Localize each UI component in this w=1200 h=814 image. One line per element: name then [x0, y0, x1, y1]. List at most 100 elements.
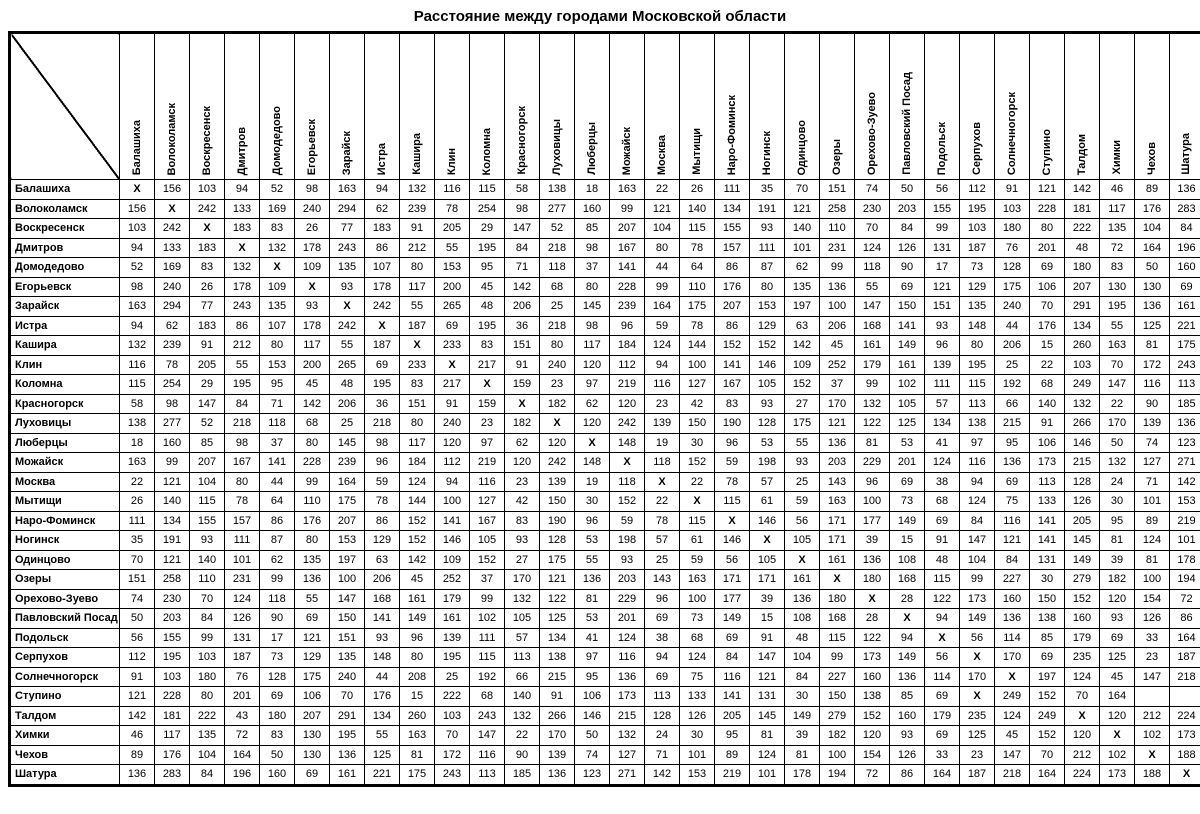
- row-header: Солнечногорск: [10, 667, 120, 687]
- table-cell: 152: [400, 511, 435, 531]
- table-cell: 182: [820, 726, 855, 746]
- table-cell: 94: [435, 472, 470, 492]
- table-cell: 33: [925, 745, 960, 765]
- table-cell: 170: [540, 726, 575, 746]
- table-cell: 69: [435, 316, 470, 336]
- table-cell: 52: [190, 414, 225, 434]
- row-header: Волоколамск: [10, 199, 120, 219]
- table-cell: 130: [1100, 277, 1135, 297]
- table-cell: 242: [610, 414, 645, 434]
- table-cell: 81: [855, 433, 890, 453]
- table-cell: 94: [645, 648, 680, 668]
- table-cell: 219: [610, 375, 645, 395]
- table-cell: 182: [505, 414, 540, 434]
- table-cell: 41: [575, 628, 610, 648]
- table-cell: 135: [960, 297, 995, 317]
- table-cell: 83: [400, 375, 435, 395]
- table-cell: 29: [190, 375, 225, 395]
- table-cell: 62: [785, 258, 820, 278]
- table-cell: 197: [330, 550, 365, 570]
- table-cell: 50: [890, 180, 925, 200]
- row-header: Серпухов: [10, 648, 120, 668]
- table-cell: 145: [330, 433, 365, 453]
- row-header: Москва: [10, 472, 120, 492]
- table-cell: 110: [295, 492, 330, 512]
- table-cell: 203: [155, 609, 190, 629]
- table-cell: 55: [575, 550, 610, 570]
- table-cell: 94: [925, 609, 960, 629]
- table-cell: 187: [960, 765, 995, 786]
- table-cell: 182: [1100, 570, 1135, 590]
- table-cell: 80: [575, 277, 610, 297]
- table-cell: 115: [680, 219, 715, 239]
- table-cell: 80: [960, 336, 995, 356]
- table-cell: [1170, 687, 1200, 707]
- table-cell: 134: [1065, 316, 1100, 336]
- table-cell: 178: [365, 277, 400, 297]
- table-cell: 265: [435, 297, 470, 317]
- table-cell: 218: [1170, 667, 1200, 687]
- column-header: Коломна: [470, 33, 505, 180]
- table-cell: 215: [1065, 453, 1100, 473]
- table-cell: 86: [365, 511, 400, 531]
- table-cell: 22: [1100, 394, 1135, 414]
- table-cell: 91: [505, 355, 540, 375]
- table-cell: 50: [1135, 258, 1170, 278]
- table-cell: 139: [540, 472, 575, 492]
- table-cell: 69: [995, 472, 1030, 492]
- table-cell: 125: [365, 745, 400, 765]
- table-cell: 161: [400, 589, 435, 609]
- table-cell: 126: [680, 706, 715, 726]
- table-cell: 96: [715, 433, 750, 453]
- table-cell: 129: [750, 316, 785, 336]
- table-cell: 163: [330, 180, 365, 200]
- table-cell: 240: [330, 667, 365, 687]
- table-cell: 99: [960, 570, 995, 590]
- table-cell: 136: [295, 570, 330, 590]
- table-cell: 132: [400, 180, 435, 200]
- table-cell: 42: [680, 394, 715, 414]
- row-header: Воскресенск: [10, 219, 120, 239]
- column-header: Балашиха: [120, 33, 155, 180]
- table-cell: X: [680, 492, 715, 512]
- table-cell: 183: [225, 219, 260, 239]
- table-cell: 35: [120, 531, 155, 551]
- table-cell: X: [715, 511, 750, 531]
- table-cell: 128: [750, 414, 785, 434]
- table-cell: 99: [155, 453, 190, 473]
- table-cell: 55: [855, 277, 890, 297]
- table-cell: 136: [855, 550, 890, 570]
- table-cell: 69: [260, 687, 295, 707]
- table-cell: X: [330, 297, 365, 317]
- table-cell: 133: [680, 687, 715, 707]
- table-cell: 152: [470, 550, 505, 570]
- table-cell: 22: [680, 472, 715, 492]
- table-cell: 83: [260, 219, 295, 239]
- table-cell: X: [365, 316, 400, 336]
- table-cell: 83: [470, 336, 505, 356]
- table-cell: 152: [610, 492, 645, 512]
- table-cell: 38: [925, 472, 960, 492]
- column-header: Домодедово: [260, 33, 295, 180]
- table-cell: 142: [1065, 180, 1100, 200]
- table-cell: 94: [645, 355, 680, 375]
- table-cell: 146: [1065, 433, 1100, 453]
- table-cell: 69: [925, 511, 960, 531]
- table-cell: 161: [435, 609, 470, 629]
- table-cell: X: [1135, 745, 1170, 765]
- table-cell: 81: [1135, 550, 1170, 570]
- table-cell: 70: [1030, 745, 1065, 765]
- table-cell: 132: [855, 394, 890, 414]
- table-cell: 99: [295, 472, 330, 492]
- table-cell: 175: [995, 277, 1030, 297]
- table-cell: 140: [785, 219, 820, 239]
- table-cell: 115: [820, 628, 855, 648]
- table-cell: 196: [1170, 238, 1200, 258]
- table-cell: 132: [610, 726, 645, 746]
- table-cell: 44: [260, 472, 295, 492]
- table-cell: 103: [120, 219, 155, 239]
- table-cell: 111: [120, 511, 155, 531]
- column-header: Озеры: [820, 33, 855, 180]
- table-cell: 81: [750, 726, 785, 746]
- row-header: Талдом: [10, 706, 120, 726]
